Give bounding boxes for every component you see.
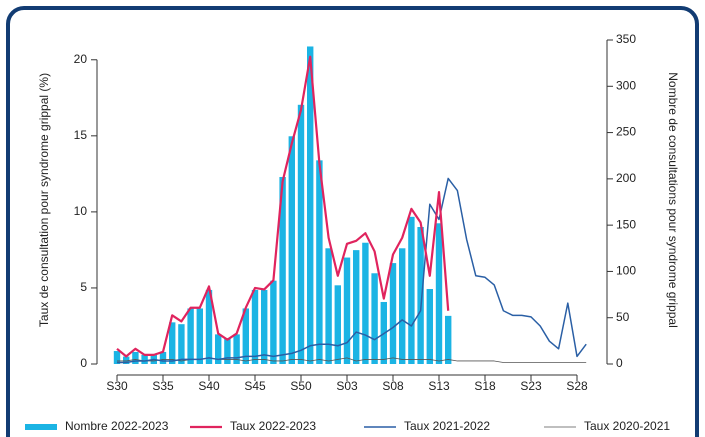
bar [426,289,433,364]
y2-tick-label: 200 [616,171,636,185]
bar [408,216,415,364]
bar [178,324,185,364]
bar [261,289,268,364]
bar [279,177,286,364]
x-tick-label: S35 [152,379,174,393]
bar [233,334,240,364]
legend-swatch [25,424,57,430]
y-tick-label: 20 [74,52,88,66]
legend-label: Taux 2021-2022 [404,419,490,433]
bar [343,257,351,364]
y-tick-label: 0 [80,356,87,370]
x-tick-label: S18 [474,379,496,393]
bar [113,351,121,364]
x-tick-label: S08 [382,379,404,393]
bar [205,289,213,364]
y-tick-label: 5 [80,280,87,294]
x-tick-label: S50 [290,379,312,393]
x-tick-label: S30 [106,379,128,393]
legend-label: Nombre 2022-2023 [65,419,169,433]
y-tick-label: 15 [74,128,88,142]
bar [297,104,305,365]
bar [371,273,378,364]
x-tick-label: S40 [198,379,220,393]
bar [316,160,323,364]
x-tick-label: S45 [244,379,266,393]
x-tick-label: S23 [520,379,542,393]
bar [123,356,130,364]
bar [445,315,452,364]
bar [389,263,397,364]
bar [132,351,139,364]
legend-label: Taux 2020-2021 [584,419,670,433]
bar [362,242,369,364]
line [117,177,587,364]
frame [6,6,699,437]
bar [399,248,406,364]
bar [169,322,176,364]
line [116,55,450,358]
bar [435,223,443,364]
bar [224,338,231,364]
y2-axis-label: Nombre de consultations pour syndrome gr… [666,72,680,327]
bar [307,46,314,364]
y-tick-label: 10 [74,204,88,218]
y2-tick-label: 350 [616,32,636,46]
legend-label: Taux 2022-2023 [230,419,316,433]
bar [187,308,194,364]
bar [353,250,360,364]
y2-tick-label: 150 [616,217,636,231]
y2-tick-label: 250 [616,125,636,139]
bar [288,136,295,364]
x-tick-label: S28 [566,379,588,393]
y2-tick-label: 0 [616,356,623,370]
bar [242,308,249,364]
bar [215,334,222,364]
x-tick-label: S03 [336,379,358,393]
x-tick-label: S13 [428,379,450,393]
y2-tick-label: 100 [616,264,636,278]
bar [141,354,148,364]
y2-tick-label: 50 [616,310,630,324]
bar [196,308,203,364]
y-axis-label: Taux de consultation pour syndrome gripp… [37,73,51,327]
bar [270,280,277,364]
bar [159,351,167,364]
bar [251,289,259,364]
bar [417,226,424,364]
bar [325,248,332,364]
bar [334,285,341,364]
y2-tick-label: 300 [616,78,636,92]
